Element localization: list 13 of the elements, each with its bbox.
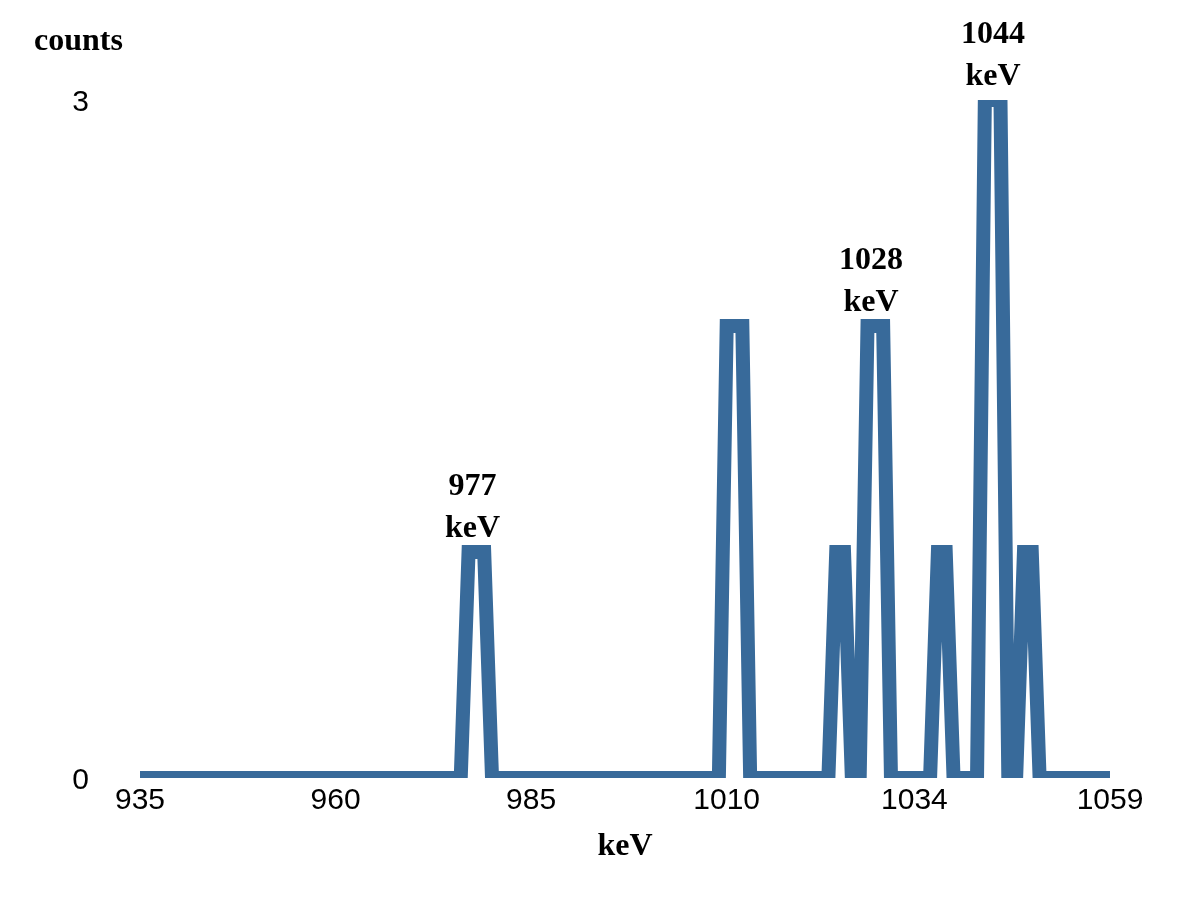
annotation: 1044 keV xyxy=(961,14,1025,92)
x-tick-label: 1059 xyxy=(1076,782,1144,815)
annotation: 977 keV xyxy=(445,466,501,544)
x-tick-label: 1034 xyxy=(881,782,948,815)
x-tick-label: 1010 xyxy=(693,782,761,815)
y-axis-title: counts xyxy=(34,21,123,57)
x-axis-title: keV xyxy=(597,825,653,862)
y-tick-label: 0 xyxy=(72,761,89,795)
x-tick-label: 985 xyxy=(506,782,557,815)
x-tick-label: 960 xyxy=(310,782,361,815)
annotation: 1028 keV xyxy=(839,240,903,318)
x-tick-label: 935 xyxy=(114,782,166,815)
y-tick-label: 3 xyxy=(72,83,89,117)
